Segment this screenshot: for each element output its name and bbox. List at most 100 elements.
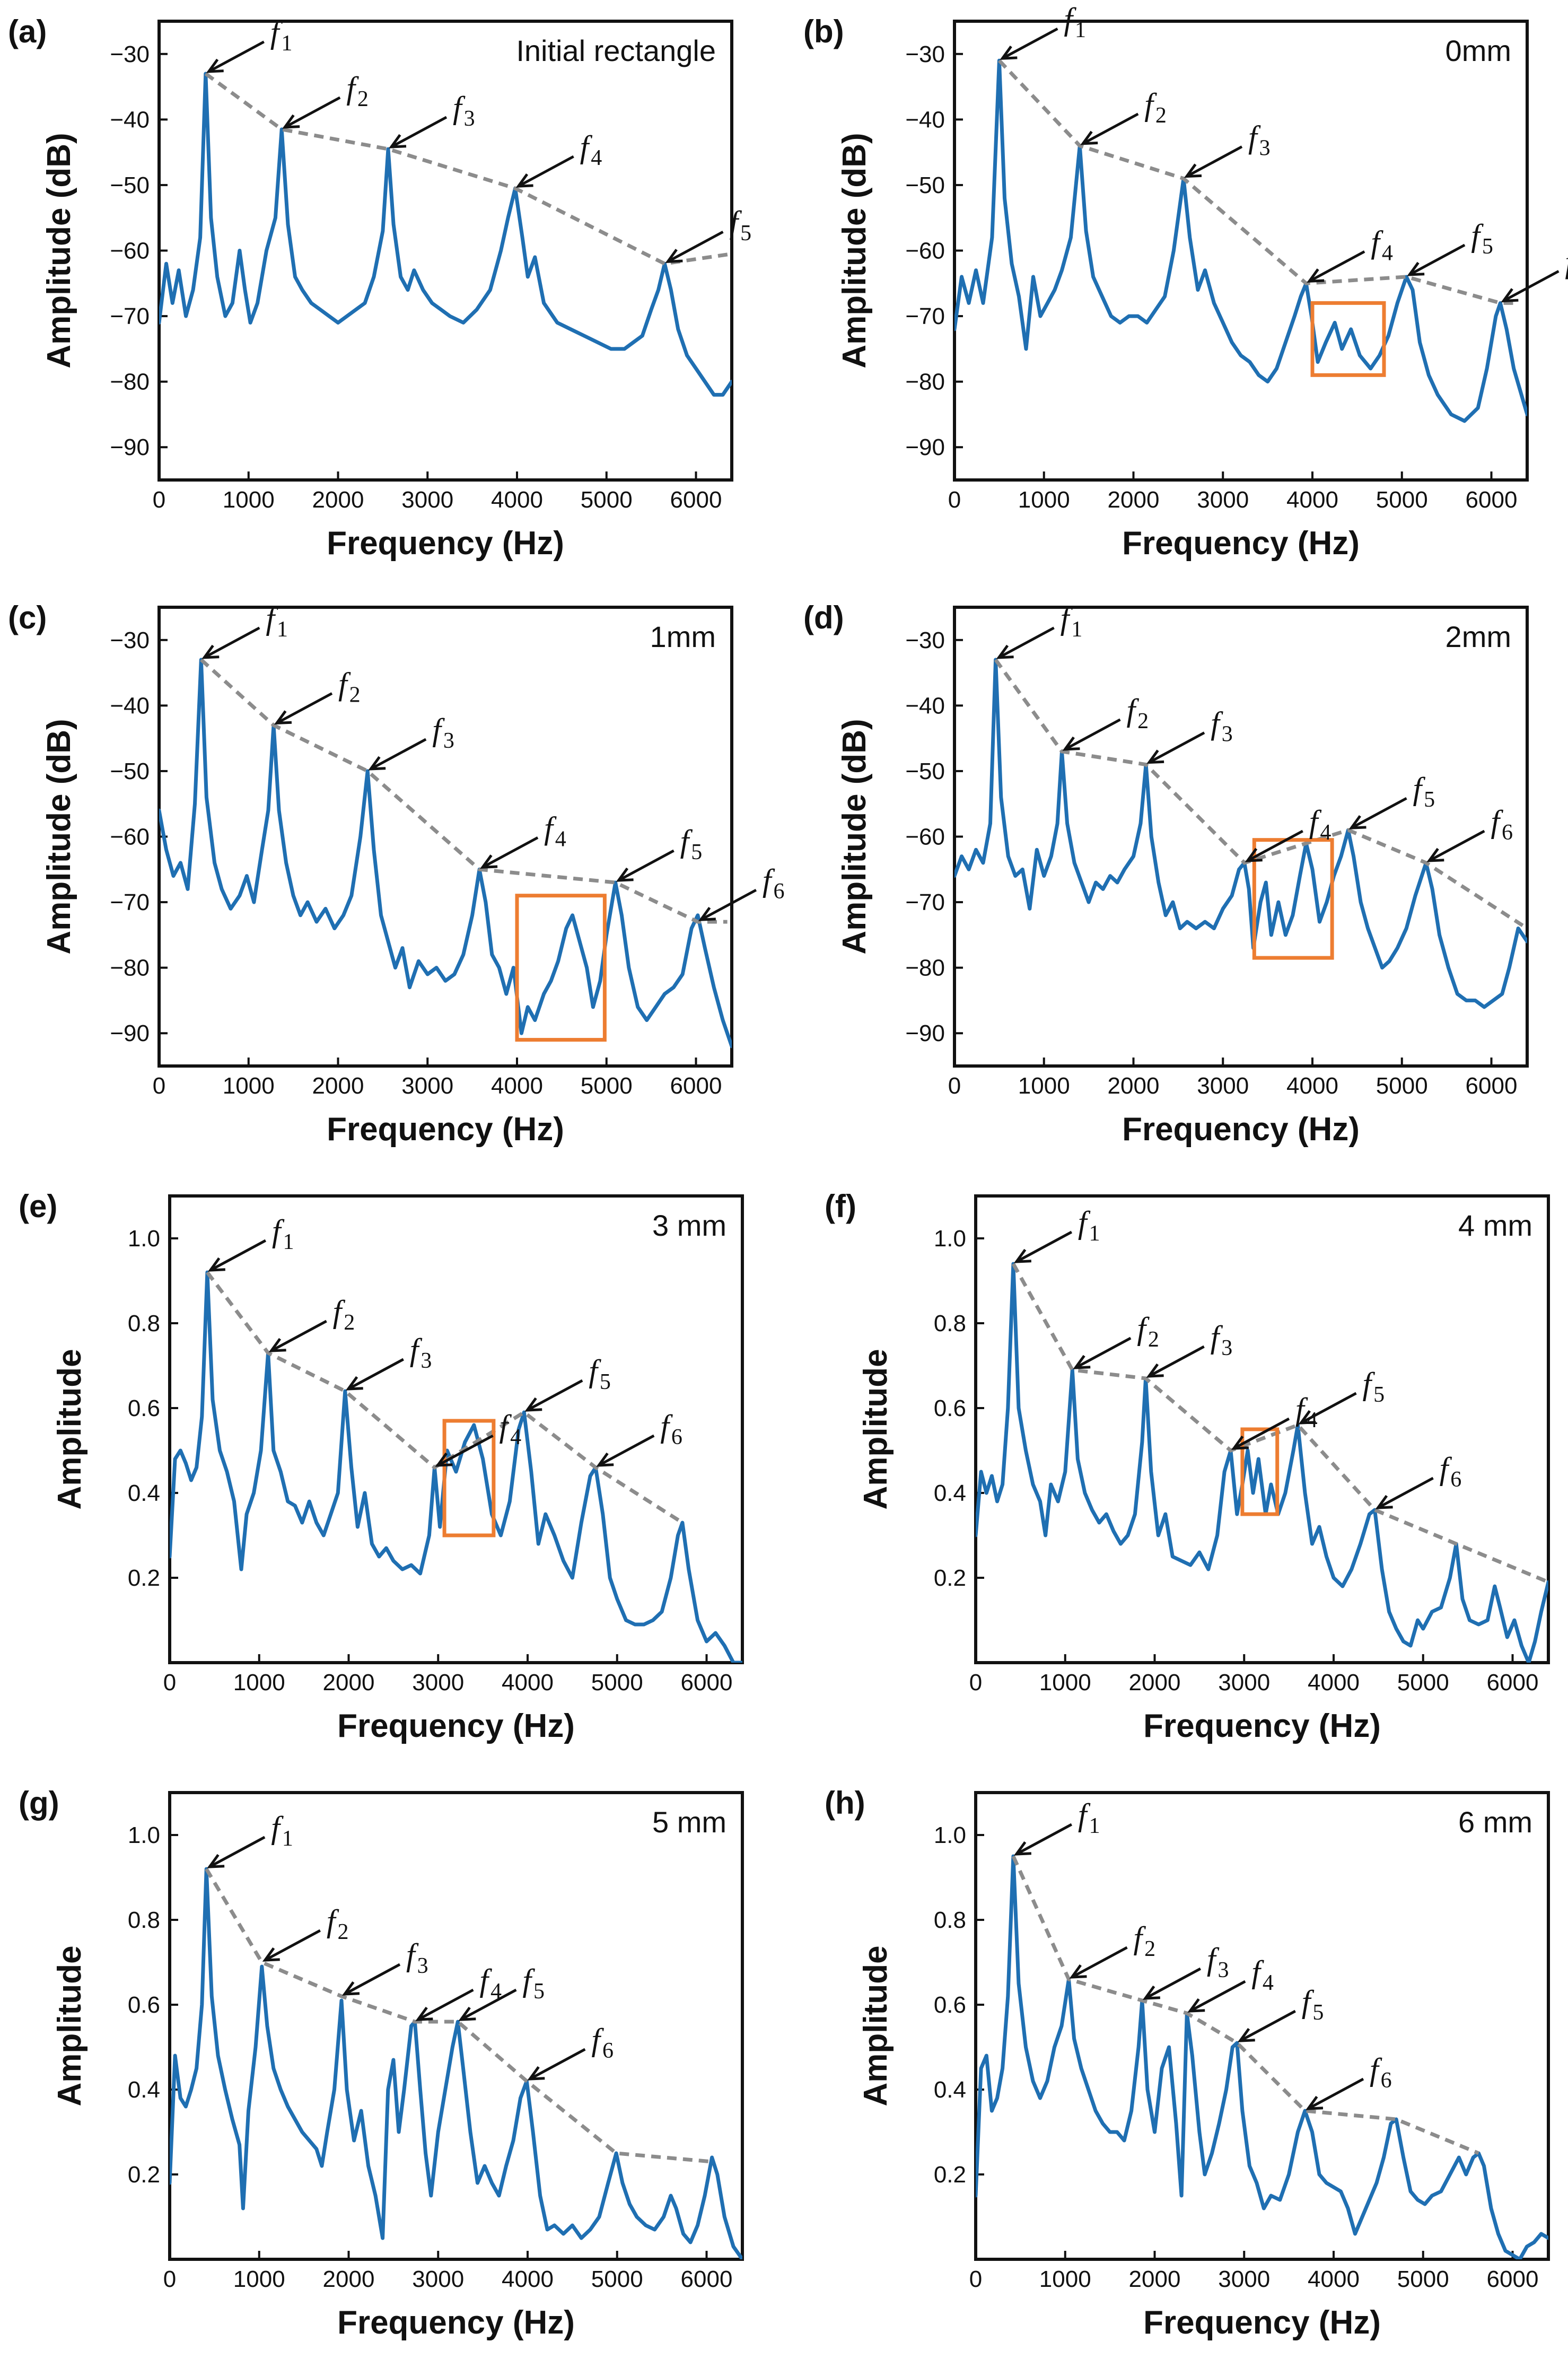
x-tick-label: 2000 xyxy=(323,1670,375,1696)
x-tick-label: 1000 xyxy=(1039,2266,1091,2292)
x-tick-label: 0 xyxy=(163,1670,176,1696)
y-tick-label: 0.4 xyxy=(934,2077,966,2103)
x-tick-label: 2000 xyxy=(312,487,364,513)
y-tick-label: 0.2 xyxy=(128,2162,160,2188)
y-tick-label: 0.8 xyxy=(128,1907,160,1933)
y-tick-label: 0.6 xyxy=(934,1992,966,2018)
panel-label: (c) xyxy=(8,600,47,635)
y-tick-label: 0.2 xyxy=(934,1565,966,1591)
y-tick-label: 0.6 xyxy=(934,1395,966,1421)
y-axis-title: Amplitude (dB) xyxy=(41,719,77,954)
peak-arrowhead xyxy=(1407,261,1425,276)
peak-label: f5 xyxy=(1302,1984,1324,2025)
chart-panel-h: 0 1000 2000 3000 4000 5000 6000 1.0 0.8 0.6 0.4 0.2… xyxy=(825,1785,1550,2341)
peak-label-subscript: 5 xyxy=(1482,234,1493,259)
x-axis-title: Frequency (Hz) xyxy=(337,1708,575,1744)
x-tick-label: 2000 xyxy=(1108,1073,1160,1099)
x-tick-label: 6000 xyxy=(1487,1670,1539,1696)
x-tick-label: 1000 xyxy=(223,1073,275,1099)
spectrum-line xyxy=(954,58,1527,423)
y-tick-label: −60 xyxy=(110,824,150,850)
peak-label-subscript: 6 xyxy=(1381,2068,1392,2093)
x-tick-label: 4000 xyxy=(1286,487,1338,513)
peak-envelope-line xyxy=(1011,1855,1479,2155)
peak-arrow xyxy=(1148,1345,1205,1378)
peak-envelope-line xyxy=(1011,1263,1548,1584)
y-axis-title: Amplitude (dB) xyxy=(41,133,77,368)
peak-arrow xyxy=(264,1929,321,1962)
peak-arrow xyxy=(276,692,333,724)
peak-arrowhead xyxy=(1000,45,1018,60)
peak-label-subscript: 6 xyxy=(671,1425,682,1449)
peak-arrow xyxy=(529,2048,586,2081)
peak-label: f4 xyxy=(544,810,566,851)
x-tick-label: 6000 xyxy=(1466,1073,1518,1099)
spectrum-line xyxy=(159,658,732,1049)
peak-arrow xyxy=(1300,1392,1357,1425)
peak-label-subscript: 3 xyxy=(421,1349,432,1373)
panel-label: (f) xyxy=(825,1189,856,1224)
x-tick-label: 5000 xyxy=(1397,1670,1449,1696)
peak-label-subscript: 3 xyxy=(464,107,475,131)
peak-label-subscript: 1 xyxy=(1089,1221,1100,1246)
peak-envelope-line xyxy=(206,1271,684,1524)
panel-label: (h) xyxy=(825,1785,865,1821)
peak-label: f5 xyxy=(1471,218,1493,259)
peak-arrow xyxy=(998,626,1055,659)
chart-panel-d: 0 1000 2000 3000 4000 5000 6000 −30 −40 −50 −60 −70… xyxy=(803,600,1529,1148)
peak-label: f5 xyxy=(1363,1366,1385,1407)
x-tick-label: 5000 xyxy=(581,1073,633,1099)
y-tick-label: −40 xyxy=(110,107,150,133)
spectrum-line xyxy=(159,72,732,397)
peak-label: f1 xyxy=(1078,1797,1100,1838)
y-tick-label: −70 xyxy=(905,889,945,915)
peak-label-f: f xyxy=(1565,244,1568,279)
x-tick-label: 0 xyxy=(948,1073,961,1099)
peak-label-subscript: 4 xyxy=(555,827,566,851)
peak-arrow xyxy=(1148,731,1205,764)
x-tick-label: 0 xyxy=(153,487,165,513)
peak-label-subscript: 6 xyxy=(1502,820,1513,845)
condition-label: 1mm xyxy=(650,620,716,653)
peak-arrowhead xyxy=(435,1452,453,1467)
peak-label: f6 xyxy=(591,2022,614,2063)
peak-arrow xyxy=(1247,829,1303,862)
peak-arrowhead xyxy=(480,854,498,869)
x-tick-label: 0 xyxy=(153,1073,165,1099)
peak-label-subscript: 5 xyxy=(533,1979,545,2004)
x-tick-label: 3000 xyxy=(412,1670,464,1696)
peak-label: f1 xyxy=(1064,2,1086,42)
peak-arrow xyxy=(1309,250,1365,283)
peak-arrowhead xyxy=(1013,1841,1031,1856)
peak-label: f4 xyxy=(479,1963,502,2004)
peak-arrow xyxy=(1002,27,1058,60)
panel-label: (e) xyxy=(19,1189,57,1224)
peak-label: f6 xyxy=(1491,804,1513,845)
x-tick-label: 1000 xyxy=(223,487,275,513)
peak-arrowhead xyxy=(1146,749,1164,764)
peak-arrow xyxy=(417,1988,474,2021)
peak-arrowhead xyxy=(345,1376,363,1391)
peak-arrowhead xyxy=(698,906,716,921)
x-tick-label: 1000 xyxy=(233,2266,285,2292)
peak-label-subscript: 2 xyxy=(349,683,361,707)
peak-label: f6 xyxy=(1370,2052,1392,2093)
x-tick-label: 1000 xyxy=(233,1670,285,1696)
peak-label-subscript: 1 xyxy=(277,617,288,642)
highlight-box xyxy=(515,894,607,1042)
y-tick-label: 0.6 xyxy=(128,1395,160,1421)
peak-label: f3 xyxy=(406,1937,428,1978)
y-axis-title: Amplitude xyxy=(857,1945,894,2106)
x-tick-label: 5000 xyxy=(1376,1073,1428,1099)
y-axis-title: Amplitude xyxy=(51,1945,88,2106)
peak-arrow xyxy=(1351,797,1407,829)
peak-label-subscript: 4 xyxy=(510,1425,521,1449)
peak-arrow xyxy=(347,1358,404,1391)
peak-label-subscript: 3 xyxy=(443,729,454,753)
peak-label-subscript: 1 xyxy=(283,1230,294,1254)
highlight-box xyxy=(1240,1427,1280,1516)
x-tick-label: 0 xyxy=(969,1670,982,1696)
peak-label: f2 xyxy=(1144,87,1167,128)
x-tick-label: 2000 xyxy=(323,2266,375,2292)
chart-panel-c: 0 1000 2000 3000 4000 5000 6000 −30 −40 −50 −60 −70… xyxy=(8,600,785,1148)
